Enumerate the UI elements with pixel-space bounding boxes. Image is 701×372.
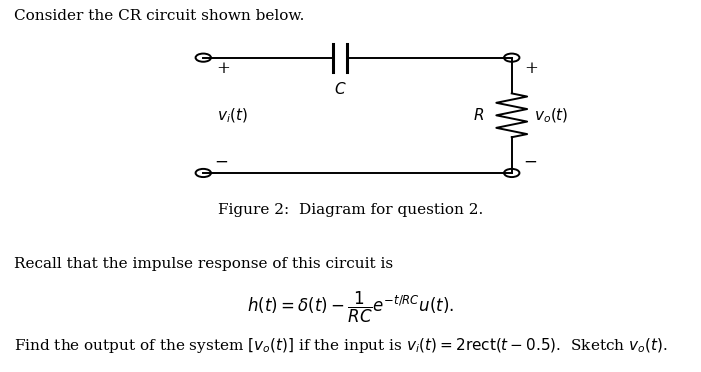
Text: +: + xyxy=(216,60,230,77)
Text: Figure 2:  Diagram for question 2.: Figure 2: Diagram for question 2. xyxy=(218,203,483,217)
Text: −: − xyxy=(215,154,229,171)
Text: −: − xyxy=(523,154,537,171)
Text: +: + xyxy=(524,60,538,77)
Text: Find the output of the system $[v_o(t)]$ if the input is $v_i(t) = 2\mathrm{rect: Find the output of the system $[v_o(t)]$… xyxy=(14,336,668,355)
Text: Recall that the impulse response of this circuit is: Recall that the impulse response of this… xyxy=(14,257,393,271)
Text: $\mathit{R}$: $\mathit{R}$ xyxy=(472,107,484,124)
Text: $v_i(t)$: $v_i(t)$ xyxy=(217,106,248,125)
Text: $v_o(t)$: $v_o(t)$ xyxy=(534,106,569,125)
Text: Consider the CR circuit shown below.: Consider the CR circuit shown below. xyxy=(14,9,304,23)
Text: $h(t) = \delta(t) - \dfrac{1}{RC}e^{-t/RC}u(t).$: $h(t) = \delta(t) - \dfrac{1}{RC}e^{-t/R… xyxy=(247,289,454,324)
Text: $\mathit{C}$: $\mathit{C}$ xyxy=(334,81,346,97)
